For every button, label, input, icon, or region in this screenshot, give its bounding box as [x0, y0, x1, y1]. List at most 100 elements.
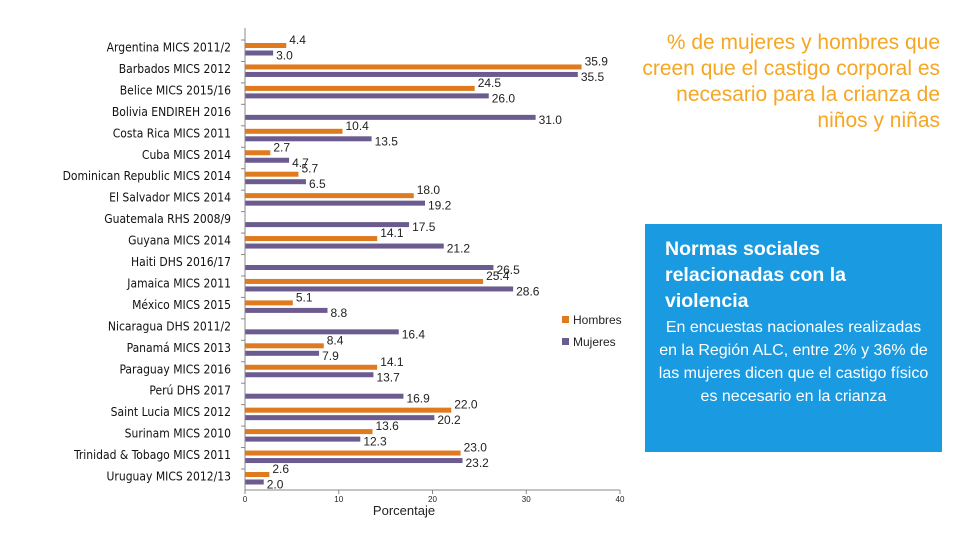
bar-mujeres-haiti-dhs-2016-17: [245, 265, 494, 270]
value-label-mujeres-cuba-mics-2014: 4.7: [292, 156, 309, 170]
bar-mujeres-dominican-republic-mics-2014: [245, 179, 306, 185]
x-tick-label-30: 30: [522, 495, 531, 504]
category-label-dominican-republic-mics-2014: Dominican Republic MICS 2014: [63, 169, 232, 183]
category-label-guatemala-rhs-2008-9: Guatemala RHS 2008/9: [104, 212, 231, 226]
x-axis: 0 10 20 30 40: [241, 28, 625, 504]
x-tick-label-10: 10: [334, 495, 343, 504]
category-label-haiti-dhs-2016-17: Haiti DHS 2016/17: [131, 255, 231, 269]
bar-hombres-surinam-mics-2010: [245, 429, 373, 435]
value-label-mujeres-dominican-republic-mics-2014: 6.5: [309, 177, 326, 191]
bar-hombres-costa-rica-mics-2011: [245, 128, 343, 134]
value-label-mujeres-bolivia-endireh-2016: 31.0: [539, 113, 563, 127]
category-label-barbados-mics-2012: Barbados MICS 2012: [119, 62, 231, 76]
value-label-mujeres-panam-mics-2013: 7.9: [322, 349, 339, 363]
value-label-hombres-costa-rica-mics-2011: 10.4: [346, 119, 370, 133]
value-label-hombres-trinidad-tobago-mics-2011: 23.0: [464, 441, 488, 455]
category-label-surinam-mics-2010: Surinam MICS 2010: [125, 427, 231, 441]
bar-mujeres-trinidad-tobago-mics-2011: [245, 458, 463, 464]
bar-hombres-belice-mics-2015-16: [245, 85, 475, 91]
category-label-bolivia-endireh-2016: Bolivia ENDIREH 2016: [112, 105, 231, 119]
bar-hombres-dominican-republic-mics-2014: [245, 171, 299, 177]
value-label-mujeres-haiti-dhs-2016-17: 26.5: [496, 263, 520, 277]
x-tick-label-40: 40: [616, 495, 625, 504]
bar-mujeres-guatemala-rhs-2008-9: [245, 222, 410, 228]
value-label-mujeres-m-xico-mics-2015: 8.8: [331, 306, 348, 320]
chart-title: % de mujeres y hombres que creen que el …: [642, 31, 940, 132]
value-label-mujeres-argentina-mics-2011-2: 3.0: [276, 49, 293, 63]
value-label-mujeres-barbados-mics-2012: 35.5: [581, 70, 605, 84]
bar-hombres-jamaica-mics-2011: [245, 278, 484, 284]
value-label-hombres-cuba-mics-2014: 2.7: [273, 140, 290, 154]
value-label-hombres-panam-mics-2013: 8.4: [327, 333, 344, 347]
bar-hombres-uruguay-mics-2012-13: [245, 472, 270, 477]
value-label-hombres-m-xico-mics-2015: 5.1: [296, 290, 313, 304]
value-label-mujeres-trinidad-tobago-mics-2011: 23.2: [466, 456, 490, 470]
bar-mujeres-per-dhs-2017: [245, 393, 404, 399]
category-label-belice-mics-2015-16: Belice MICS 2015/16: [120, 83, 231, 97]
bar-hombres-argentina-mics-2011-2: [245, 43, 287, 48]
info-box-body: En encuestas nacionales realizadas en la…: [658, 319, 929, 405]
bar-mujeres-argentina-mics-2011-2: [245, 50, 274, 56]
legend-label-mujeres: Mujeres: [573, 335, 616, 349]
bars: [245, 43, 582, 485]
bar-mujeres-bolivia-endireh-2016: [245, 114, 536, 120]
category-label-paraguay-mics-2016: Paraguay MICS 2016: [119, 362, 231, 376]
x-tick-label-0: 0: [243, 495, 248, 504]
bar-mujeres-el-salvador-mics-2014: [245, 200, 425, 206]
legend: Hombres Mujeres: [562, 313, 622, 349]
bar-hombres-paraguay-mics-2016: [245, 364, 378, 370]
bar-hombres-barbados-mics-2012: [245, 64, 582, 70]
value-label-hombres-el-salvador-mics-2014: 18.0: [417, 183, 441, 197]
value-label-hombres-barbados-mics-2012: 35.9: [585, 54, 609, 68]
category-label-panam-mics-2013: Panamá MICS 2013: [127, 341, 231, 355]
value-label-hombres-guyana-mics-2014: 14.1: [380, 226, 404, 240]
value-label-mujeres-uruguay-mics-2012-13: 2.0: [267, 478, 284, 492]
value-label-mujeres-costa-rica-mics-2011: 13.5: [375, 134, 399, 148]
category-labels: Argentina MICS 2011/2 Barbados MICS 2012 B…: [63, 41, 232, 484]
value-label-hombres-dominican-republic-mics-2014: 5.7: [301, 162, 318, 176]
category-label-per-dhs-2017: Perú DHS 2017: [149, 384, 231, 398]
category-label-cuba-mics-2014: Cuba MICS 2014: [142, 148, 231, 162]
bar-mujeres-jamaica-mics-2011: [245, 286, 514, 292]
bar-mujeres-belice-mics-2015-16: [245, 93, 489, 99]
bar-mujeres-m-xico-mics-2015: [245, 307, 328, 313]
value-label-mujeres-saint-lucia-mics-2012: 20.2: [437, 413, 461, 427]
category-label-trinidad-tobago-mics-2011: Trinidad & Tobago MICS 2011: [73, 448, 231, 462]
bar-mujeres-nicaragua-dhs-2011-2: [245, 329, 399, 335]
category-label-argentina-mics-2011-2: Argentina MICS 2011/2: [107, 41, 231, 55]
bar-mujeres-cuba-mics-2014: [245, 157, 290, 163]
bar-hombres-el-salvador-mics-2014: [245, 193, 414, 199]
value-labels: 4.4 3.0 35.9 35.5 24.526.0 31.0 10.4 13.5 2.74.7…: [267, 33, 608, 492]
info-box: Normas sociales relacionadas con la viol…: [645, 224, 942, 452]
value-label-hombres-jamaica-mics-2011: 25.4: [486, 269, 510, 283]
bar-mujeres-saint-lucia-mics-2012: [245, 415, 435, 421]
bar-mujeres-uruguay-mics-2012-13: [245, 479, 264, 485]
category-label-saint-lucia-mics-2012: Saint Lucia MICS 2012: [111, 405, 231, 419]
category-label-el-salvador-mics-2014: El Salvador MICS 2014: [109, 191, 231, 205]
category-label-m-xico-mics-2015: México MICS 2015: [132, 298, 231, 312]
info-box-title: Normas sociales relacionadas con la viol…: [665, 238, 846, 312]
category-label-jamaica-mics-2011: Jamaica MICS 2011: [126, 276, 231, 290]
category-label-uruguay-mics-2012-13: Uruguay MICS 2012/13: [107, 470, 231, 484]
category-label-costa-rica-mics-2011: Costa Rica MICS 2011: [113, 126, 231, 140]
value-label-mujeres-surinam-mics-2010: 12.3: [363, 435, 387, 449]
value-label-mujeres-jamaica-mics-2011: 28.6: [516, 284, 540, 298]
category-label-guyana-mics-2014: Guyana MICS 2014: [128, 234, 231, 248]
bar-hombres-guyana-mics-2014: [245, 236, 378, 242]
bar-mujeres-panam-mics-2013: [245, 350, 320, 356]
value-label-hombres-belice-mics-2015-16: 24.5: [478, 76, 502, 90]
legend-swatch-mujeres: [562, 338, 569, 345]
bar-hombres-saint-lucia-mics-2012: [245, 407, 452, 413]
value-label-mujeres-guyana-mics-2014: 21.2: [447, 242, 471, 256]
bar-mujeres-barbados-mics-2012: [245, 71, 578, 77]
x-axis-title: Porcentaje: [373, 503, 435, 518]
value-label-mujeres-paraguay-mics-2016: 13.7: [376, 370, 400, 384]
value-label-mujeres-guatemala-rhs-2008-9: 17.5: [412, 220, 436, 234]
value-label-mujeres-per-dhs-2017: 16.9: [406, 392, 430, 406]
x-tick-label-20: 20: [428, 495, 437, 504]
value-label-hombres-surinam-mics-2010: 13.6: [376, 419, 400, 433]
bar-mujeres-paraguay-mics-2016: [245, 372, 374, 378]
value-label-mujeres-nicaragua-dhs-2011-2: 16.4: [402, 327, 426, 341]
value-label-hombres-paraguay-mics-2016: 14.1: [380, 355, 404, 369]
